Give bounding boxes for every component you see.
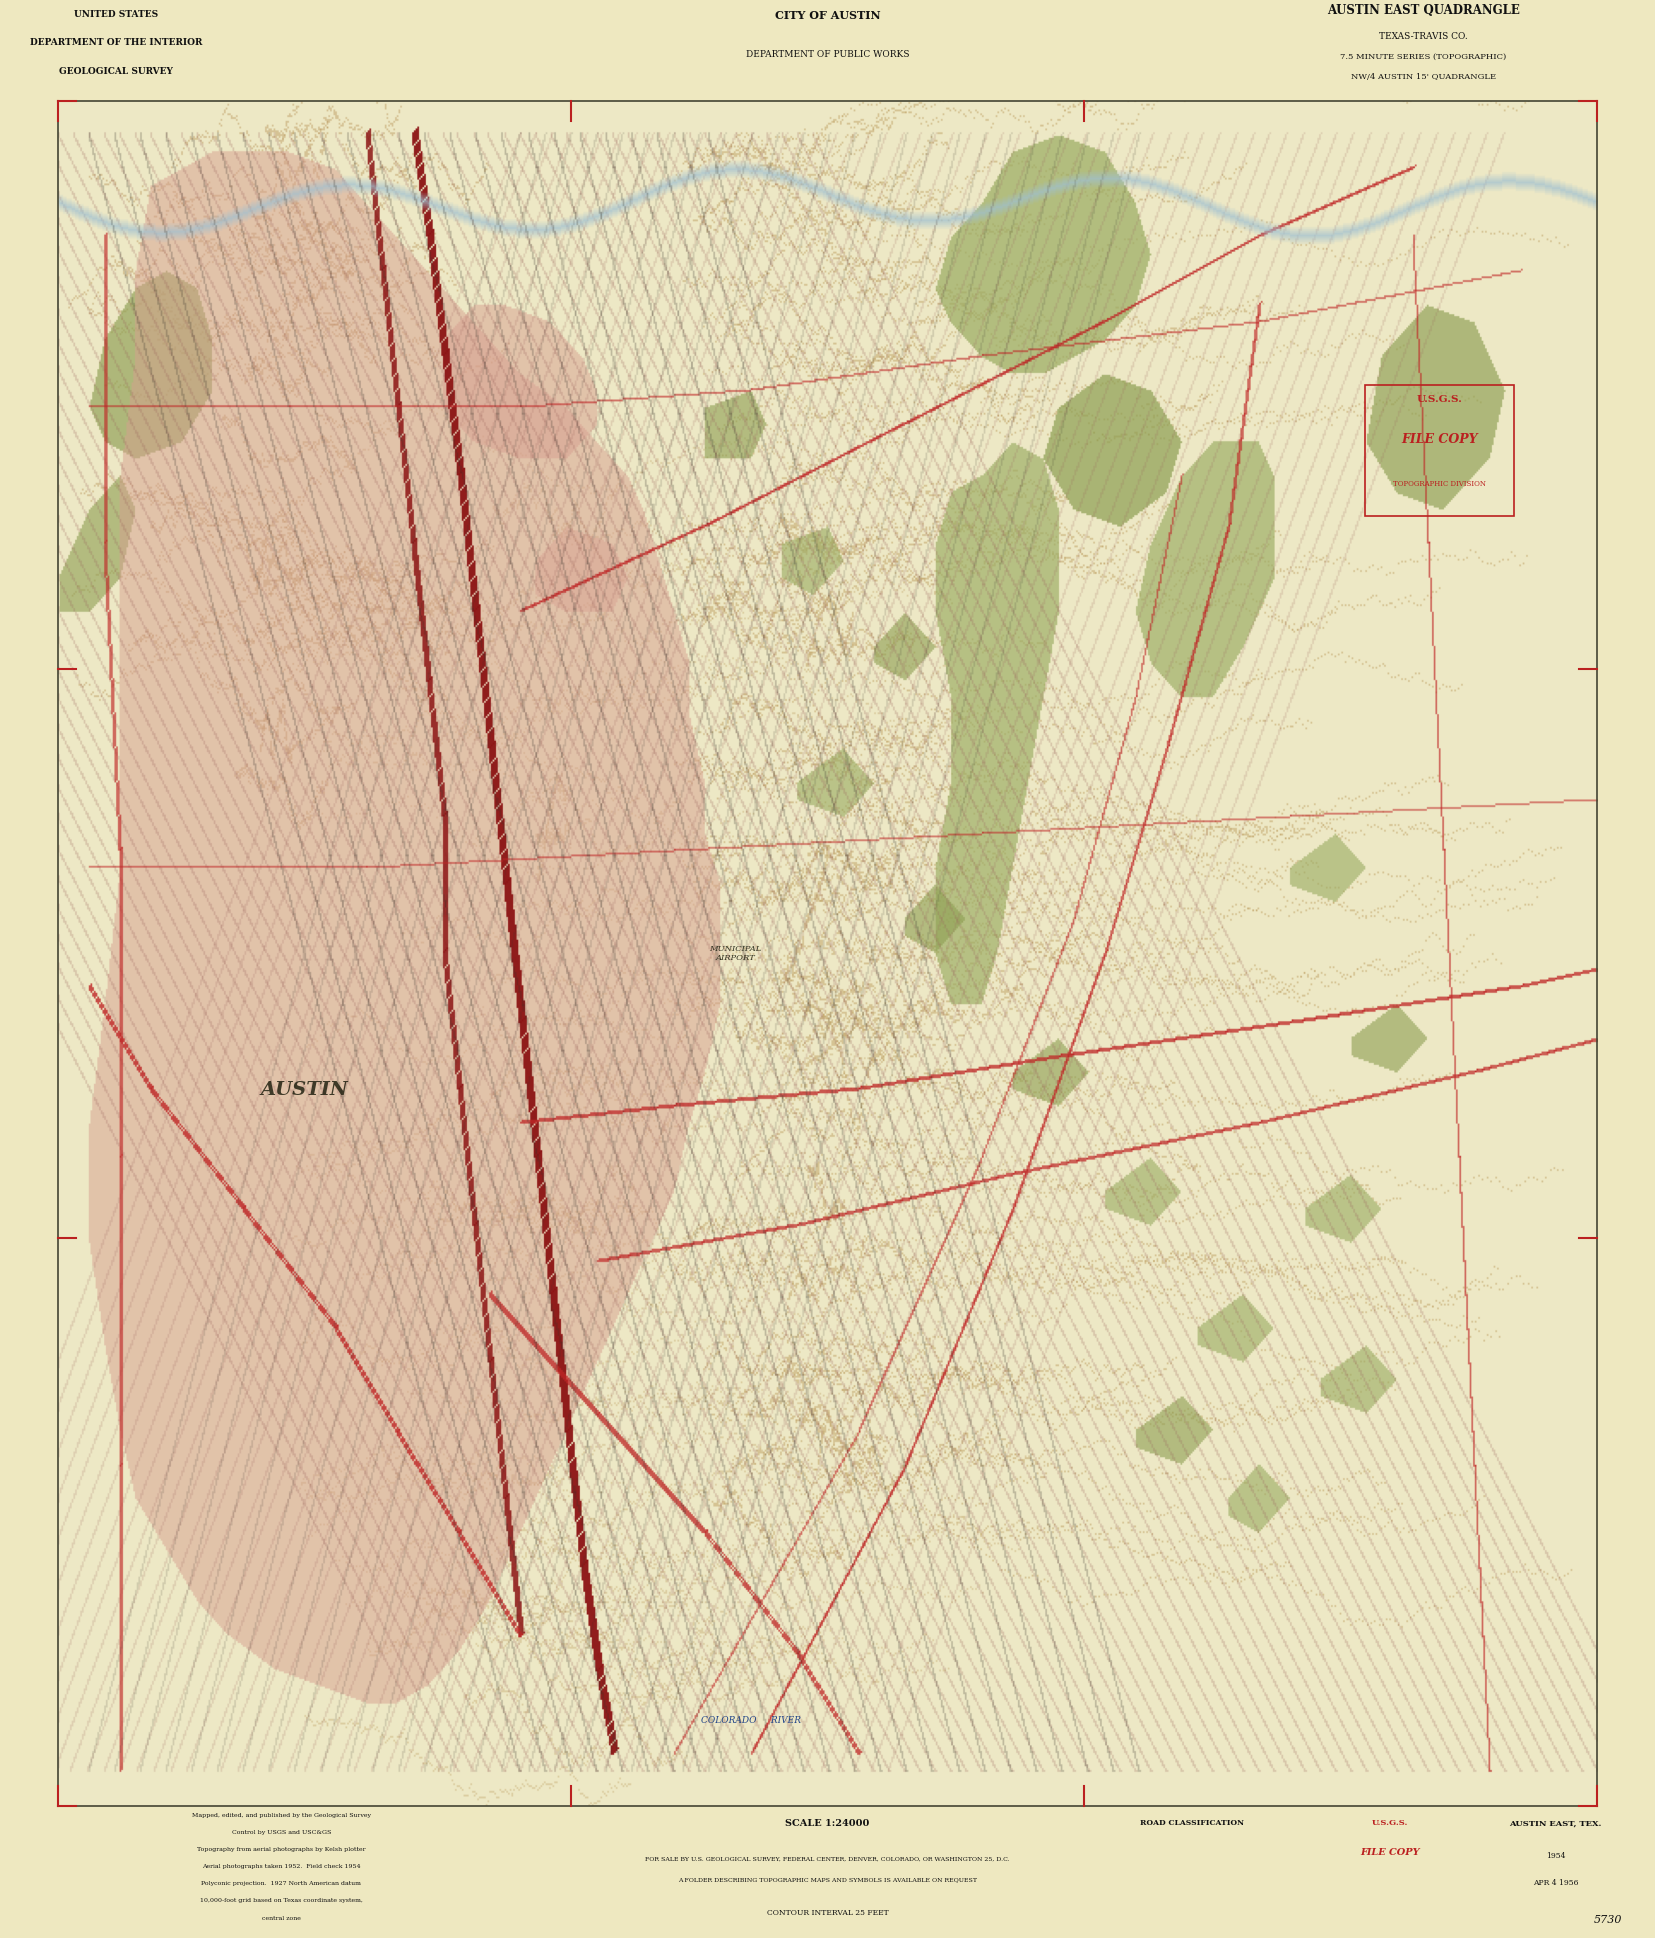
- Text: A FOLDER DESCRIBING TOPOGRAPHIC MAPS AND SYMBOLS IS AVAILABLE ON REQUEST: A FOLDER DESCRIBING TOPOGRAPHIC MAPS AND…: [679, 1878, 976, 1882]
- Text: FILE COPY: FILE COPY: [1360, 1849, 1420, 1857]
- Text: 1954: 1954: [1546, 1853, 1566, 1860]
- Text: Topography from aerial photographs by Kelsh plotter: Topography from aerial photographs by Ke…: [197, 1847, 366, 1853]
- Text: DEPARTMENT OF PUBLIC WORKS: DEPARTMENT OF PUBLIC WORKS: [746, 50, 909, 60]
- Text: Aerial photographs taken 1952.  Field check 1954: Aerial photographs taken 1952. Field che…: [202, 1864, 361, 1868]
- Text: Polyconic projection.  1927 North American datum: Polyconic projection. 1927 North America…: [202, 1882, 361, 1886]
- Text: CITY OF AUSTIN: CITY OF AUSTIN: [775, 10, 880, 21]
- Text: FILE COPY: FILE COPY: [1402, 434, 1478, 446]
- Text: TEXAS-TRAVIS CO.: TEXAS-TRAVIS CO.: [1379, 33, 1468, 41]
- Text: U.S.G.S.: U.S.G.S.: [1372, 1820, 1408, 1828]
- Text: COLORADO     RIVER: COLORADO RIVER: [700, 1717, 801, 1725]
- Text: NW/4 AUSTIN 15' QUADRANGLE: NW/4 AUSTIN 15' QUADRANGLE: [1350, 72, 1496, 81]
- Text: Mapped, edited, and published by the Geological Survey: Mapped, edited, and published by the Geo…: [192, 1812, 371, 1818]
- Text: ROAD CLASSIFICATION: ROAD CLASSIFICATION: [1140, 1820, 1243, 1828]
- Text: UNITED STATES: UNITED STATES: [74, 10, 157, 19]
- Text: 7.5 MINUTE SERIES (TOPOGRAPHIC): 7.5 MINUTE SERIES (TOPOGRAPHIC): [1341, 52, 1506, 60]
- Text: U.S.G.S.: U.S.G.S.: [1417, 395, 1463, 405]
- Text: FOR SALE BY U.S. GEOLOGICAL SURVEY, FEDERAL CENTER, DENVER, COLORADO, OR WASHING: FOR SALE BY U.S. GEOLOGICAL SURVEY, FEDE…: [645, 1857, 1010, 1860]
- Text: central zone: central zone: [261, 1915, 301, 1921]
- Text: TOPOGRAPHIC DIVISION: TOPOGRAPHIC DIVISION: [1394, 481, 1486, 488]
- Text: 10,000-foot grid based on Texas coordinate system,: 10,000-foot grid based on Texas coordina…: [200, 1899, 362, 1903]
- Text: AUSTIN EAST QUADRANGLE: AUSTIN EAST QUADRANGLE: [1327, 4, 1519, 17]
- Text: 5730: 5730: [1594, 1915, 1622, 1924]
- Text: DEPARTMENT OF THE INTERIOR: DEPARTMENT OF THE INTERIOR: [30, 39, 202, 47]
- Text: APR 4 1956: APR 4 1956: [1533, 1878, 1579, 1888]
- Text: SCALE 1:24000: SCALE 1:24000: [786, 1820, 869, 1828]
- Text: Control by USGS and USC&GS: Control by USGS and USC&GS: [232, 1829, 331, 1835]
- Text: AUSTIN EAST, TEX.: AUSTIN EAST, TEX.: [1509, 1820, 1602, 1828]
- Text: GEOLOGICAL SURVEY: GEOLOGICAL SURVEY: [60, 66, 172, 76]
- Text: CONTOUR INTERVAL 25 FEET: CONTOUR INTERVAL 25 FEET: [766, 1909, 889, 1917]
- Text: AUSTIN: AUSTIN: [260, 1081, 348, 1099]
- Text: MUNICIPAL
AIRPORT: MUNICIPAL AIRPORT: [708, 946, 761, 961]
